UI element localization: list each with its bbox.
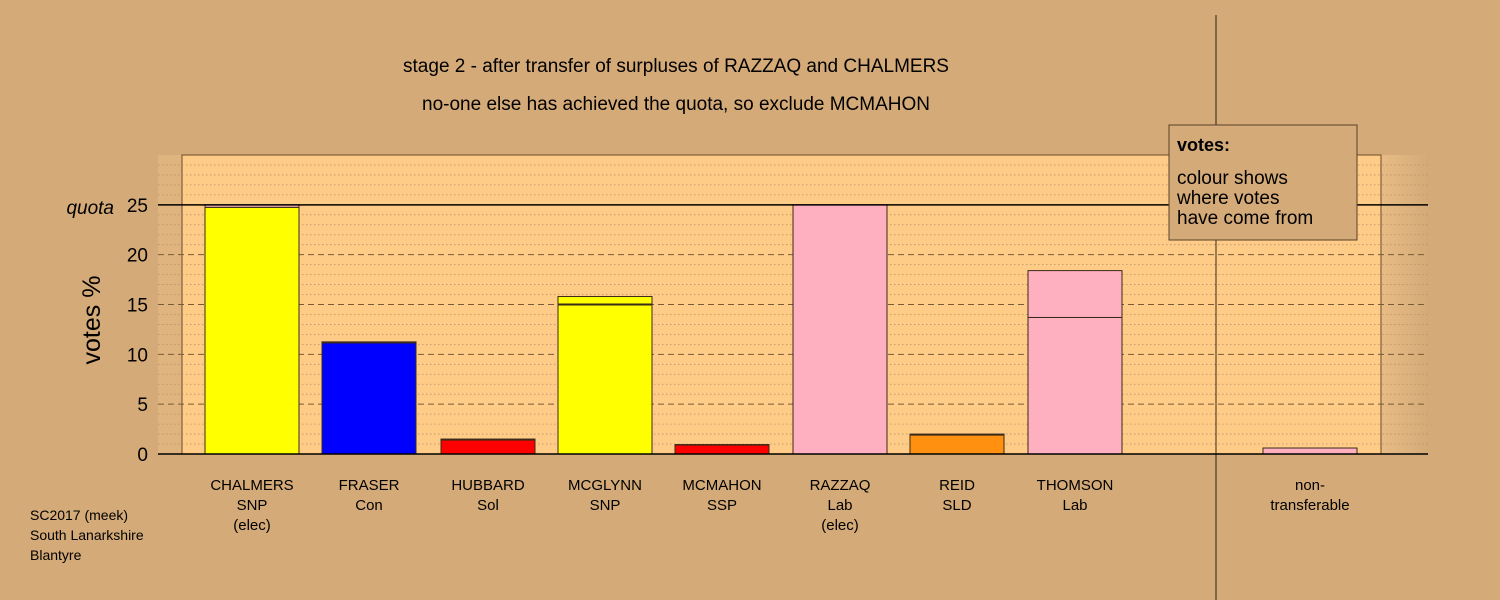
chart-title: stage 2 - after transfer of surpluses of… xyxy=(403,56,949,77)
legend: votes: colour shows where votes have com… xyxy=(1168,124,1358,241)
bar xyxy=(792,204,888,455)
x-tick-label: MCGLYNN xyxy=(568,477,642,494)
y-axis-ticks: 0 5 10 15 20 25 xyxy=(127,196,148,466)
x-tick-label: transferable xyxy=(1270,497,1349,514)
quota-label: quota xyxy=(66,198,114,219)
x-tick-label: CHALMERS xyxy=(210,477,293,494)
bar-segment xyxy=(440,439,536,455)
bar-segment xyxy=(1027,270,1123,318)
bar-segment xyxy=(557,296,653,305)
bar-segment xyxy=(1262,447,1358,455)
bar xyxy=(1262,447,1358,455)
x-tick-label: SNP xyxy=(590,497,621,514)
x-axis-labels: CHALMERS SNP (elec) FRASER Con HUBBARD Sol MCGL… xyxy=(210,477,1349,534)
y-tick-label: 15 xyxy=(127,296,148,317)
bar-segment xyxy=(557,304,653,455)
bar-segment xyxy=(204,206,300,455)
footer-line: SC2017 (meek) xyxy=(30,507,128,523)
y-axis-label: votes % xyxy=(78,276,106,365)
y-tick-label: 10 xyxy=(127,345,148,366)
legend-line: have come from xyxy=(1177,208,1313,229)
bar xyxy=(909,433,1005,455)
x-tick-label: (elec) xyxy=(233,517,271,534)
x-tick-label: (elec) xyxy=(821,517,859,534)
bar-segment xyxy=(440,438,536,441)
x-tick-label: non- xyxy=(1295,477,1325,494)
footer-line: South Lanarkshire xyxy=(30,527,144,543)
bar-segment xyxy=(674,444,770,446)
x-tick-label: Sol xyxy=(477,497,499,514)
x-tick-label: Lab xyxy=(827,497,852,514)
x-tick-label: SSP xyxy=(707,497,737,514)
x-tick-label: SLD xyxy=(942,497,971,514)
y-tick-label: 25 xyxy=(127,196,148,217)
bar-segment xyxy=(1027,316,1123,455)
bar-segment xyxy=(909,433,1005,436)
x-tick-label: MCMAHON xyxy=(682,477,761,494)
bar xyxy=(674,444,770,455)
bar-segment xyxy=(909,434,1005,455)
x-tick-label: SNP xyxy=(237,497,268,514)
footer-line: Blantyre xyxy=(30,547,82,563)
y-tick-label: 0 xyxy=(137,445,148,466)
bar xyxy=(204,204,300,455)
bar xyxy=(440,438,536,455)
x-tick-label: RAZZAQ xyxy=(810,477,871,494)
chart-subtitle: no-one else has achieved the quota, so e… xyxy=(422,94,930,115)
bar-segment xyxy=(321,342,417,455)
legend-line: colour shows xyxy=(1177,168,1288,189)
y-tick-label: 20 xyxy=(127,246,148,267)
x-tick-label: Con xyxy=(355,497,383,514)
x-tick-label: HUBBARD xyxy=(451,477,525,494)
legend-line: where votes xyxy=(1176,188,1279,209)
bar xyxy=(1027,270,1123,455)
bars xyxy=(204,204,1358,455)
x-tick-label: FRASER xyxy=(339,477,400,494)
x-tick-label: REID xyxy=(939,477,975,494)
footer-note: SC2017 (meek) South Lanarkshire Blantyre xyxy=(30,507,144,563)
x-tick-label: Lab xyxy=(1062,497,1087,514)
bar-segment xyxy=(792,204,888,455)
x-tick-label: THOMSON xyxy=(1037,477,1114,494)
bar xyxy=(321,341,417,455)
bar-segment xyxy=(674,444,770,455)
legend-box xyxy=(1168,124,1358,241)
bar xyxy=(557,296,653,455)
legend-title: votes: xyxy=(1177,135,1230,155)
y-tick-label: 5 xyxy=(137,395,148,416)
bar-segment xyxy=(321,341,417,344)
